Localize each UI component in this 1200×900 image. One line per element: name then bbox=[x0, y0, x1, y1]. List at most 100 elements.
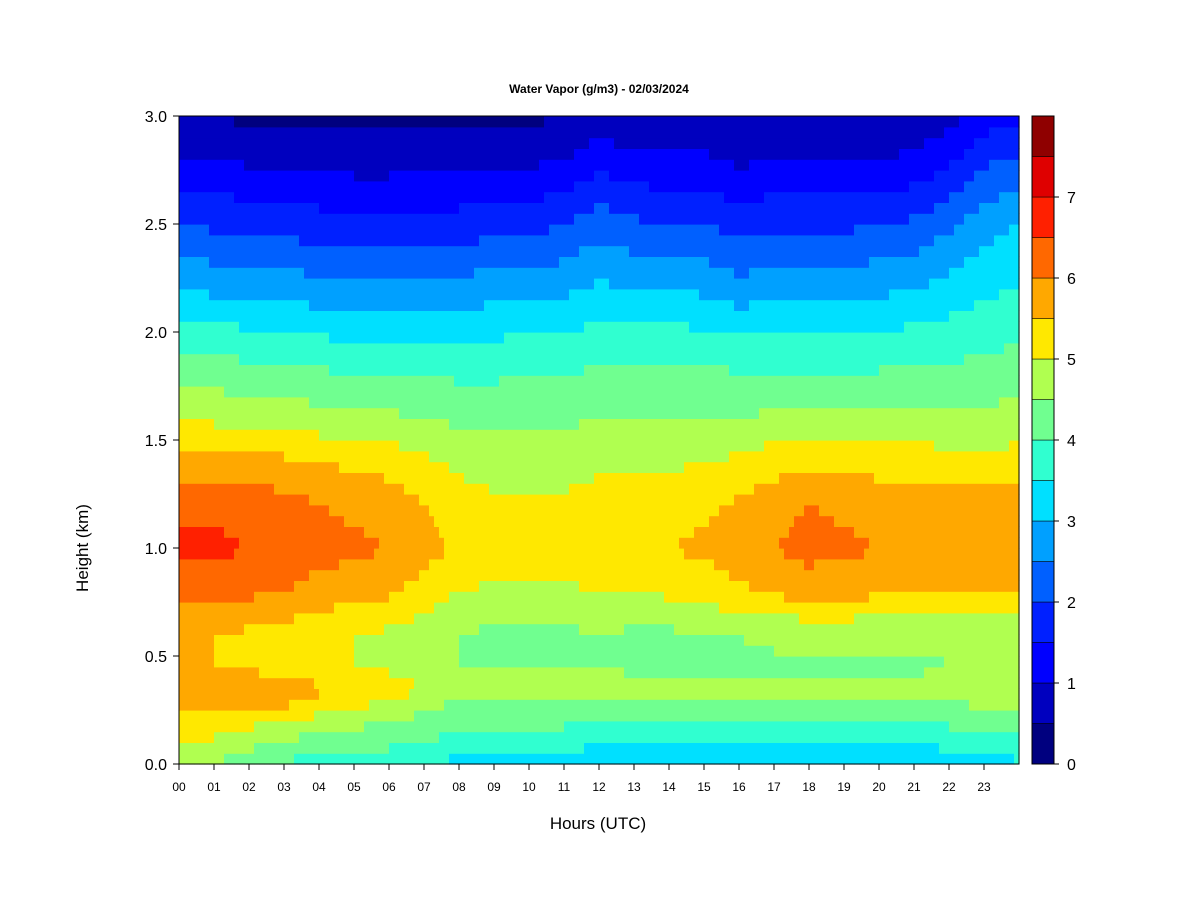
heatmap-cell bbox=[189, 148, 195, 160]
heatmap-cell bbox=[424, 353, 430, 365]
heatmap-cell bbox=[329, 483, 335, 495]
heatmap-cell bbox=[479, 494, 485, 506]
heatmap-cell bbox=[474, 267, 480, 279]
heatmap-cell bbox=[239, 418, 245, 430]
heatmap-cell bbox=[329, 170, 335, 182]
heatmap-cell bbox=[314, 407, 320, 419]
heatmap-cell bbox=[204, 180, 210, 193]
heatmap-cell bbox=[354, 321, 360, 333]
heatmap-cell bbox=[294, 450, 300, 463]
heatmap-cell bbox=[399, 548, 405, 560]
heatmap-cell bbox=[194, 710, 200, 722]
heatmap-cell bbox=[224, 148, 230, 160]
heatmap-cell bbox=[419, 591, 425, 603]
heatmap-cell bbox=[554, 224, 560, 236]
heatmap-cell bbox=[534, 224, 540, 236]
heatmap-cell bbox=[339, 569, 345, 581]
heatmap-cell bbox=[454, 288, 460, 301]
heatmap-cell bbox=[569, 494, 575, 506]
heatmap-cell bbox=[319, 180, 325, 193]
heatmap-cell bbox=[584, 623, 590, 635]
heatmap-cell bbox=[334, 634, 340, 646]
heatmap-cell bbox=[499, 710, 505, 722]
heatmap-cell bbox=[569, 504, 575, 517]
heatmap-cell bbox=[459, 634, 465, 646]
heatmap-cell bbox=[209, 569, 215, 581]
heatmap-cell bbox=[559, 623, 565, 635]
heatmap-cell bbox=[524, 224, 530, 236]
heatmap-cell bbox=[529, 634, 535, 646]
heatmap-cell bbox=[489, 569, 495, 581]
heatmap-cell bbox=[189, 245, 195, 257]
heatmap-cell bbox=[474, 278, 480, 290]
heatmap-cell bbox=[279, 202, 285, 214]
heatmap-cell bbox=[344, 515, 350, 527]
heatmap-cell bbox=[569, 591, 575, 603]
heatmap-cell bbox=[579, 407, 585, 419]
heatmap-cell bbox=[369, 472, 375, 484]
heatmap-cell bbox=[539, 170, 545, 182]
heatmap-cell bbox=[269, 332, 275, 344]
heatmap-cell bbox=[374, 342, 380, 355]
heatmap-cell bbox=[459, 656, 465, 668]
heatmap-cell bbox=[584, 580, 590, 592]
heatmap-cell bbox=[549, 418, 555, 430]
heatmap-cell bbox=[364, 656, 370, 668]
heatmap-cell bbox=[459, 137, 465, 149]
heatmap-cell bbox=[459, 353, 465, 365]
heatmap-cell bbox=[404, 170, 410, 182]
heatmap-cell bbox=[594, 580, 600, 592]
heatmap-cell bbox=[324, 418, 330, 430]
heatmap-cell bbox=[539, 429, 545, 441]
heatmap-cell bbox=[209, 386, 215, 398]
heatmap-cell bbox=[374, 375, 380, 387]
heatmap-cell bbox=[349, 407, 355, 419]
heatmap-cell bbox=[184, 548, 190, 560]
heatmap-cell bbox=[389, 267, 395, 279]
heatmap-cell bbox=[524, 677, 530, 689]
heatmap-cell bbox=[519, 656, 525, 668]
heatmap-cell bbox=[509, 515, 515, 527]
heatmap-cell bbox=[199, 612, 205, 625]
heatmap-cell bbox=[409, 645, 415, 657]
heatmap-cell bbox=[439, 710, 445, 722]
heatmap-cell bbox=[414, 569, 420, 581]
heatmap-cell bbox=[459, 288, 465, 301]
heatmap-cell bbox=[474, 504, 480, 517]
heatmap-cell bbox=[409, 472, 415, 484]
heatmap-cell bbox=[259, 278, 265, 290]
heatmap-cell bbox=[579, 288, 585, 301]
heatmap-cell bbox=[559, 310, 565, 322]
heatmap-cell bbox=[579, 494, 585, 506]
heatmap-cell bbox=[309, 116, 315, 128]
heatmap-cell bbox=[514, 137, 520, 149]
heatmap-cell bbox=[374, 159, 380, 171]
heatmap-cell bbox=[349, 267, 355, 279]
heatmap-cell bbox=[409, 558, 415, 571]
heatmap-cell bbox=[584, 666, 590, 679]
heatmap-cell bbox=[284, 116, 290, 128]
heatmap-cell bbox=[409, 353, 415, 365]
heatmap-cell bbox=[449, 386, 455, 398]
heatmap-cell bbox=[354, 137, 360, 149]
heatmap-cell bbox=[544, 126, 550, 139]
heatmap-cell bbox=[264, 591, 270, 603]
heatmap-cell bbox=[564, 234, 570, 247]
heatmap-cell bbox=[459, 591, 465, 603]
heatmap-cell bbox=[234, 548, 240, 560]
heatmap-cell bbox=[469, 245, 475, 257]
heatmap-cell bbox=[394, 278, 400, 290]
heatmap-cell bbox=[579, 310, 585, 322]
heatmap-cell bbox=[554, 645, 560, 657]
heatmap-cell bbox=[429, 386, 435, 398]
heatmap-cell bbox=[469, 461, 475, 473]
heatmap-cell bbox=[349, 180, 355, 193]
heatmap-cell bbox=[579, 483, 585, 495]
heatmap-cell bbox=[259, 699, 265, 711]
heatmap-cell bbox=[404, 202, 410, 214]
heatmap-cell bbox=[269, 126, 275, 139]
heatmap-cell bbox=[424, 234, 430, 247]
heatmap-cell bbox=[234, 450, 240, 463]
heatmap-cell bbox=[429, 321, 435, 333]
heatmap-cell bbox=[289, 569, 295, 581]
